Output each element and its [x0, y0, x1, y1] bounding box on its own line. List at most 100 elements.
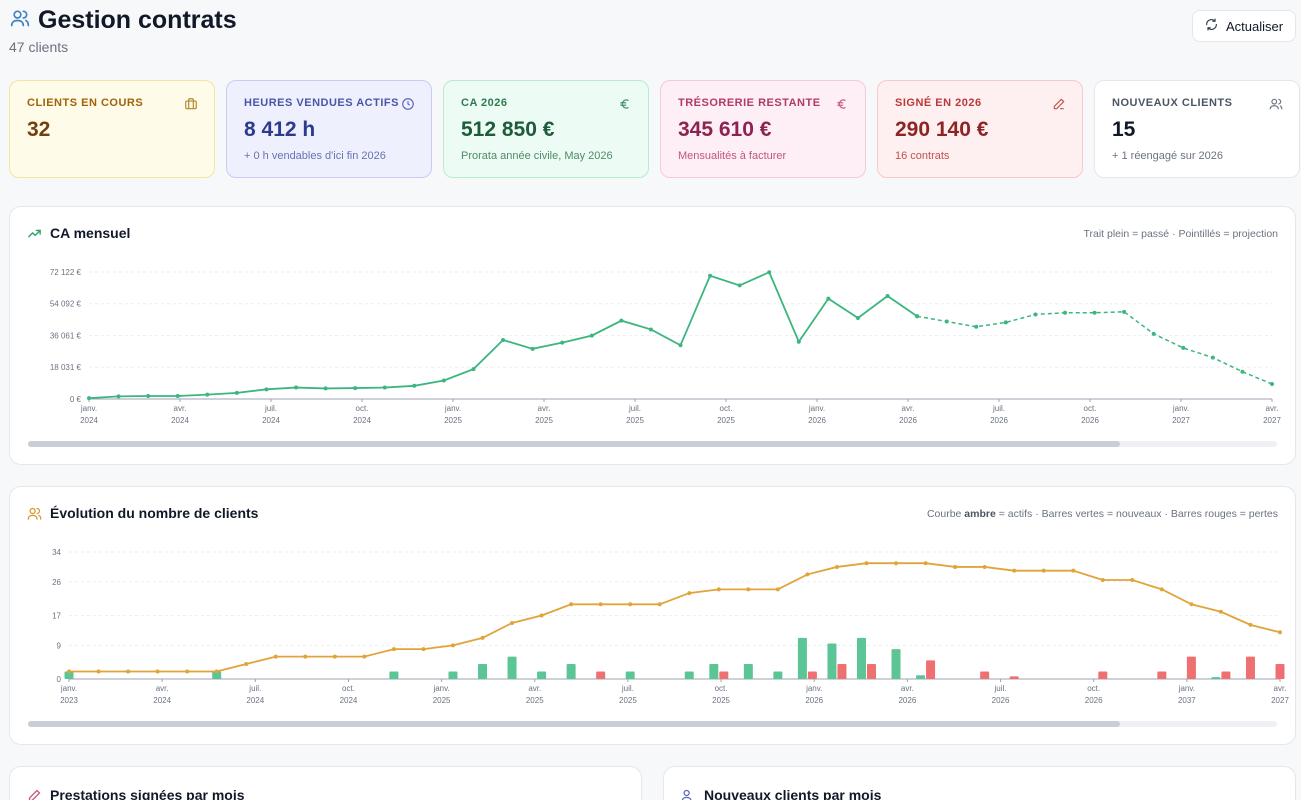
x-tick-label: oct.	[342, 684, 355, 693]
data-point-projection	[1122, 309, 1127, 314]
active-data-point	[539, 613, 544, 618]
card-header: Prestations signées par mois	[27, 787, 245, 800]
data-point	[885, 293, 890, 298]
new-clients-bar	[448, 671, 458, 679]
active-data-point	[480, 635, 485, 640]
kpi-value: 290 140 €	[895, 118, 989, 141]
scrollbar-thumb[interactable]	[28, 441, 1120, 447]
edit-icon	[1053, 98, 1065, 110]
lost-clients-bar	[596, 671, 606, 679]
x-tick-label: oct.	[720, 404, 733, 413]
x-tick-label: 2026	[898, 696, 916, 705]
data-point	[767, 270, 772, 275]
x-tick-label: 2025	[526, 696, 544, 705]
chart-scrollbar[interactable]	[28, 721, 1277, 727]
x-tick-label: 2026	[899, 416, 917, 425]
data-point	[116, 394, 121, 399]
card-title: Évolution du nombre de clients	[50, 505, 259, 521]
new-clients-bar	[212, 671, 222, 679]
x-tick-label: oct.	[1084, 404, 1097, 413]
x-tick-label: juil.	[248, 684, 261, 693]
kpi-value: 345 610 €	[678, 118, 772, 141]
users-icon	[27, 507, 42, 520]
data-point	[648, 327, 653, 332]
data-point	[412, 383, 417, 388]
x-tick-label: 2024	[262, 416, 280, 425]
y-tick-label: 36 061 €	[50, 332, 82, 341]
x-tick-label: janv.	[1178, 684, 1195, 693]
lost-clients-bar	[1098, 671, 1108, 679]
data-point-projection	[915, 314, 920, 319]
new-clients-bar	[916, 675, 926, 679]
data-point	[796, 339, 801, 344]
active-data-point	[214, 669, 219, 674]
client-count: 47 clients	[9, 39, 69, 55]
active-data-point	[244, 662, 249, 667]
trending-up-icon	[28, 229, 41, 237]
nouveaux-clients-card: Nouveaux clients par mois	[663, 766, 1296, 800]
lost-clients-bar	[837, 664, 847, 679]
data-point	[530, 346, 535, 351]
active-data-point	[332, 654, 337, 659]
active-data-point	[657, 602, 662, 607]
active-data-point	[1100, 578, 1105, 583]
active-data-point	[1189, 602, 1194, 607]
active-data-point	[1071, 568, 1076, 573]
evolution-clients-card: Évolution du nombre de clients Courbe am…	[9, 486, 1296, 745]
y-tick-label: 72 122 €	[50, 268, 82, 277]
kpi-label: NOUVEAUX CLIENTS	[1112, 97, 1233, 109]
data-point	[87, 396, 91, 401]
kpi-value: 32	[27, 118, 51, 141]
kpi-signe-2026: SIGNÉ EN 2026 290 140 € 16 contrats	[877, 80, 1083, 178]
new-clients-bar	[389, 671, 399, 679]
data-point	[353, 386, 358, 391]
series-line-projection	[916, 311, 1273, 385]
data-point	[501, 338, 506, 343]
y-tick-label: 34	[52, 548, 61, 557]
data-point	[560, 340, 565, 345]
chart-scrollbar[interactable]	[28, 441, 1277, 447]
prestations-card: Prestations signées par mois	[9, 766, 642, 800]
evolution-clients-chart: 34261790janv.2023avr.2024juil.2024oct.20…	[52, 548, 1289, 705]
active-data-point	[834, 564, 839, 569]
lost-clients-bar	[1221, 671, 1231, 679]
refresh-button[interactable]: Actualiser	[1192, 10, 1296, 42]
x-tick-label: avr.	[528, 684, 541, 693]
active-data-point	[1041, 568, 1046, 573]
scrollbar-thumb[interactable]	[28, 721, 1120, 727]
x-tick-label: 2024	[353, 416, 371, 425]
data-point-projection	[1240, 369, 1245, 374]
y-tick-label: 17	[52, 612, 61, 621]
users-icon	[1269, 98, 1283, 110]
x-tick-label: juil.	[621, 684, 634, 693]
x-tick-label: 2024	[171, 416, 189, 425]
x-tick-label: avr.	[538, 404, 551, 413]
x-tick-label: 2026	[805, 696, 823, 705]
y-tick-label: 0	[57, 675, 62, 684]
lost-clients-bar	[980, 671, 990, 679]
x-tick-label: 2026	[990, 416, 1008, 425]
x-tick-label: avr.	[902, 404, 915, 413]
x-tick-label: janv.	[80, 404, 97, 413]
new-clients-bar	[709, 664, 719, 679]
x-tick-label: janv.	[444, 404, 461, 413]
data-point-projection	[1003, 320, 1008, 325]
active-data-point	[598, 602, 603, 607]
x-tick-label: avr.	[1266, 404, 1279, 413]
lost-clients-bar	[1157, 671, 1167, 679]
new-clients-bar	[891, 649, 901, 679]
data-point	[382, 385, 387, 390]
active-data-point	[510, 620, 515, 625]
data-point	[323, 386, 328, 391]
data-point	[264, 387, 269, 392]
data-point-projection	[1210, 355, 1215, 360]
data-point	[589, 333, 594, 338]
data-point	[441, 378, 446, 383]
ca-mensuel-card: CA mensuel Trait plein = passé · Pointil…	[9, 206, 1296, 465]
x-tick-label: 2024	[246, 696, 264, 705]
x-tick-label: janv.	[60, 684, 77, 693]
active-data-point	[716, 587, 721, 592]
kpi-label: TRÉSORERIE RESTANTE	[678, 97, 821, 109]
x-tick-label: oct.	[356, 404, 369, 413]
kpi-sub: + 0 h vendables d'ici fin 2026	[244, 150, 386, 162]
